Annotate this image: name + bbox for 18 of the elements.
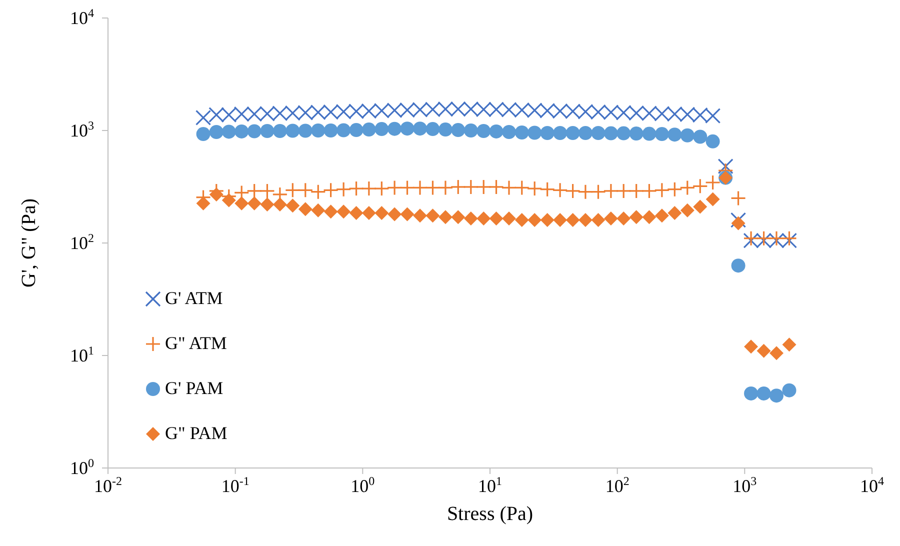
y-tick-label: 10$^{2}$: [70, 231, 94, 253]
x-tick-label: 10$^{1}$: [478, 474, 502, 496]
y-tick-label: 10$^{1}$: [70, 344, 94, 366]
x-tick-label: 10$^{0}$: [350, 474, 375, 496]
y-tick-label: 10$^{3}$: [70, 118, 94, 140]
x-tick-label: 10$^{4}$: [860, 474, 884, 496]
x-tick-label: 10$^{-2}$: [94, 474, 122, 496]
x-tick-label: 10$^{2}$: [605, 474, 630, 496]
y-tick-label: 10$^{0}$: [70, 456, 94, 478]
x-axis-title: Stress (Pa): [446, 503, 534, 525]
y-tick-label: 10$^{4}$: [70, 6, 94, 28]
x-tick-label: 10$^{-1}$: [221, 474, 250, 496]
legend-label: G' PAM: [165, 378, 224, 399]
legend-label: G" PAM: [165, 423, 228, 444]
legend-label: G" ATM: [165, 333, 227, 354]
legend-label: G' ATM: [165, 288, 223, 309]
x-tick-label: 10$^{3}$: [732, 474, 757, 496]
y-axis-title: G', G" (Pa): [18, 198, 40, 288]
